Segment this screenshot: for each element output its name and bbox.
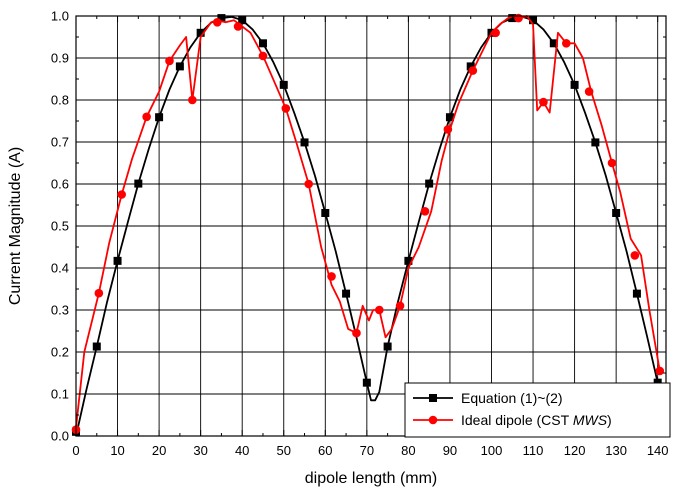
y-tick-label: 0.8	[51, 93, 69, 108]
data-point	[514, 13, 523, 23]
data-point	[570, 80, 579, 89]
data-point	[591, 138, 600, 147]
data-point	[549, 39, 558, 48]
data-point	[134, 179, 143, 188]
data-point	[165, 56, 174, 66]
x-tick-label: 80	[401, 443, 415, 458]
data-point	[466, 62, 475, 71]
y-tick-label: 0.2	[51, 345, 69, 360]
data-point	[445, 113, 454, 122]
y-tick-label: 1.0	[51, 9, 69, 24]
x-tick-label: 10	[110, 443, 124, 458]
data-point	[539, 97, 548, 107]
data-point	[155, 113, 164, 122]
series-line	[75, 15, 661, 428]
data-point	[212, 18, 222, 27]
data-point	[233, 22, 243, 31]
x-tick-label: 40	[235, 443, 249, 458]
data-point	[281, 104, 291, 113]
legend-marker	[428, 415, 438, 425]
data-point	[300, 138, 309, 147]
data-point	[443, 125, 453, 134]
data-point	[491, 28, 500, 38]
grid	[76, 16, 666, 436]
x-tick-label: 30	[193, 443, 207, 458]
series-line	[75, 15, 659, 437]
data-point	[279, 80, 288, 89]
data-point	[352, 328, 361, 338]
data-point	[375, 305, 384, 315]
legend: Equation (1)~(2) Ideal dipole (CST MWS)	[404, 382, 671, 438]
y-tick-label: 0.6	[51, 177, 69, 192]
axes: 0 10 20 30 40 50 60 70 80 90 100 110 120 130 140 0.0 0.1…	[51, 9, 669, 459]
data-point	[612, 208, 621, 217]
x-axis-title: dipole length (mm)	[305, 470, 438, 487]
y-tick-label: 0.7	[51, 135, 69, 150]
x-tick-label: 100	[481, 443, 503, 458]
data-point	[196, 28, 205, 37]
y-tick-label: 0.3	[51, 303, 69, 318]
data-point	[342, 289, 351, 298]
y-tick-label: 0.9	[51, 51, 69, 66]
data-point	[584, 87, 594, 96]
data-point	[94, 288, 104, 298]
data-point	[468, 66, 478, 75]
data-point	[175, 62, 184, 71]
data-point	[395, 301, 405, 311]
series-layer	[71, 13, 665, 437]
data-point	[655, 366, 665, 376]
data-point	[188, 95, 197, 105]
x-tick-label: 50	[277, 443, 291, 458]
data-point	[362, 378, 371, 387]
legend-label: Ideal dipole (CST MWS)	[461, 412, 612, 428]
data-point	[142, 112, 151, 122]
x-tick-label: 120	[564, 443, 586, 458]
data-point	[404, 256, 413, 265]
data-point	[630, 251, 640, 260]
data-point	[258, 39, 267, 48]
x-tick-label: 90	[443, 443, 457, 458]
x-tick-label: 60	[318, 443, 332, 458]
data-point	[304, 179, 313, 189]
y-tick-label: 0.0	[51, 429, 69, 444]
x-tick-label: 140	[647, 443, 669, 458]
legend-label: Equation (1)~(2)	[461, 390, 563, 406]
y-tick-label: 0.5	[51, 219, 69, 234]
y-tick-label: 0.4	[51, 261, 69, 276]
data-point	[113, 256, 122, 265]
data-point	[632, 289, 641, 298]
data-point	[383, 342, 392, 351]
data-point	[420, 207, 430, 216]
data-point	[258, 51, 268, 61]
x-tick-label: 70	[360, 443, 374, 458]
data-point	[92, 342, 101, 351]
data-point	[327, 272, 336, 281]
data-point	[561, 39, 571, 48]
legend-box	[404, 382, 671, 438]
data-point	[117, 190, 127, 199]
data-point	[425, 179, 434, 188]
x-tick-label: 20	[152, 443, 166, 458]
x-tick-label: 130	[605, 443, 627, 458]
legend-marker	[429, 394, 437, 402]
data-point	[607, 158, 617, 168]
y-axis-title: Current Magnitude (A)	[7, 147, 24, 305]
y-tick-label: 0.1	[51, 387, 69, 402]
data-point	[321, 208, 330, 217]
x-tick-label: 0	[72, 443, 79, 458]
x-tick-label: 110	[523, 443, 544, 458]
